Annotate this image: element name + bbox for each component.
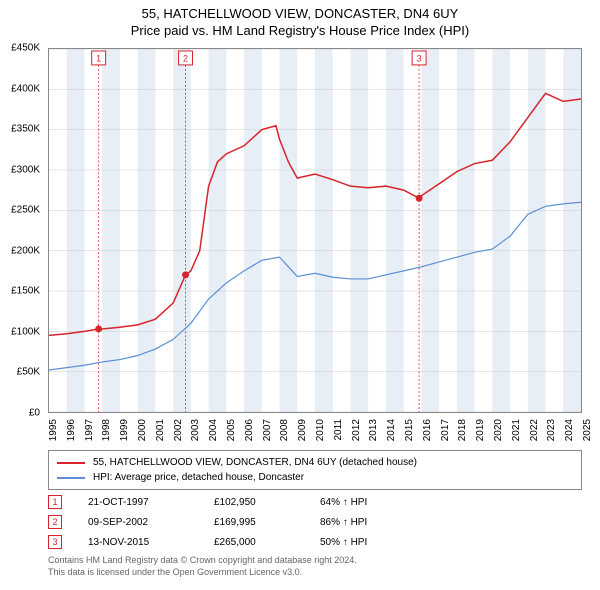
x-tick-label: 2021	[511, 419, 522, 441]
sale-marker-box: 2	[48, 515, 62, 529]
x-tick-label: 2023	[546, 419, 557, 441]
x-tick-label: 1995	[48, 419, 59, 441]
svg-text:2: 2	[183, 53, 188, 63]
y-tick-label: £350K	[11, 124, 40, 135]
x-tick-label: 2001	[155, 419, 166, 441]
x-tick-label: 2020	[493, 419, 504, 441]
x-tick-label: 2022	[529, 419, 540, 441]
x-tick-label: 2018	[457, 419, 468, 441]
x-tick-label: 1996	[66, 419, 77, 441]
footer-line-2: This data is licensed under the Open Gov…	[48, 567, 582, 579]
svg-text:1: 1	[96, 53, 101, 63]
chart-title: 55, HATCHELLWOOD VIEW, DONCASTER, DN4 6U…	[0, 6, 600, 23]
x-tick-label: 2005	[226, 419, 237, 441]
x-tick-label: 2000	[137, 419, 148, 441]
sales-table: 1 21-OCT-1997 £102,950 64% ↑ HPI 2 09-SEP-200…	[48, 492, 582, 552]
y-tick-label: £250K	[11, 205, 40, 216]
sale-row: 3 13-NOV-2015 £265,000 50% ↑ HPI	[48, 532, 582, 552]
y-tick-label: £100K	[11, 326, 40, 337]
y-tick-label: £300K	[11, 164, 40, 175]
sale-price: £265,000	[214, 537, 294, 548]
x-tick-label: 2015	[404, 419, 415, 441]
y-tick-label: £0	[29, 408, 40, 419]
x-tick-label: 2006	[244, 419, 255, 441]
sale-date: 09-SEP-2002	[88, 517, 188, 528]
footer-line-1: Contains HM Land Registry data © Crown c…	[48, 555, 582, 567]
legend-label: HPI: Average price, detached house, Donc…	[93, 470, 304, 485]
legend-swatch	[57, 477, 85, 479]
x-tick-label: 2010	[315, 419, 326, 441]
sale-marker-box: 1	[48, 495, 62, 509]
legend-label: 55, HATCHELLWOOD VIEW, DONCASTER, DN4 6U…	[93, 455, 417, 470]
legend: 55, HATCHELLWOOD VIEW, DONCASTER, DN4 6U…	[48, 450, 582, 490]
y-tick-label: £200K	[11, 245, 40, 256]
sale-price: £169,995	[214, 517, 294, 528]
plot-svg: 1 2 3	[49, 49, 581, 412]
legend-swatch	[57, 462, 85, 464]
sale-pct: 64% ↑ HPI	[320, 497, 367, 508]
x-tick-label: 2007	[262, 419, 273, 441]
sale-date: 21-OCT-1997	[88, 497, 188, 508]
x-tick-label: 2013	[368, 419, 379, 441]
y-tick-label: £400K	[11, 83, 40, 94]
x-tick-label: 1998	[101, 419, 112, 441]
plot-area: 1 2 3	[48, 48, 582, 413]
svg-text:3: 3	[417, 53, 422, 63]
sale-marker-box: 3	[48, 535, 62, 549]
x-tick-label: 2017	[440, 419, 451, 441]
sale-pct: 86% ↑ HPI	[320, 517, 367, 528]
x-tick-label: 2009	[297, 419, 308, 441]
x-tick-label: 2019	[475, 419, 486, 441]
x-tick-label: 2011	[333, 419, 344, 441]
y-axis-labels: £0£50K£100K£150K£200K£250K£300K£350K£400…	[0, 48, 44, 413]
legend-row: 55, HATCHELLWOOD VIEW, DONCASTER, DN4 6U…	[57, 455, 573, 470]
x-tick-label: 2024	[564, 419, 575, 441]
y-tick-label: £450K	[11, 43, 40, 54]
x-tick-label: 2003	[190, 419, 201, 441]
x-axis-labels: 1995 1996 1997 1998 1999 2000 2001 2002 2003 2004…	[48, 415, 582, 455]
sale-date: 13-NOV-2015	[88, 537, 188, 548]
x-tick-label: 2004	[208, 419, 219, 441]
x-tick-label: 2014	[386, 419, 397, 441]
x-tick-label: 2016	[422, 419, 433, 441]
x-tick-label: 2012	[351, 419, 362, 441]
sale-row: 2 09-SEP-2002 £169,995 86% ↑ HPI	[48, 512, 582, 532]
footer: Contains HM Land Registry data © Crown c…	[48, 555, 582, 578]
sale-price: £102,950	[214, 497, 294, 508]
chart-subtitle: Price paid vs. HM Land Registry's House …	[0, 23, 600, 40]
x-tick-label: 1997	[84, 419, 95, 441]
chart-container: 55, HATCHELLWOOD VIEW, DONCASTER, DN4 6U…	[0, 0, 600, 590]
x-tick-label: 1999	[119, 419, 130, 441]
y-tick-label: £150K	[11, 286, 40, 297]
legend-row: HPI: Average price, detached house, Donc…	[57, 470, 573, 485]
sale-row: 1 21-OCT-1997 £102,950 64% ↑ HPI	[48, 492, 582, 512]
y-tick-label: £50K	[17, 367, 40, 378]
x-tick-label: 2008	[279, 419, 290, 441]
x-tick-label: 2002	[173, 419, 184, 441]
title-block: 55, HATCHELLWOOD VIEW, DONCASTER, DN4 6U…	[0, 0, 600, 40]
sale-pct: 50% ↑ HPI	[320, 537, 367, 548]
x-tick-label: 2025	[582, 419, 593, 441]
